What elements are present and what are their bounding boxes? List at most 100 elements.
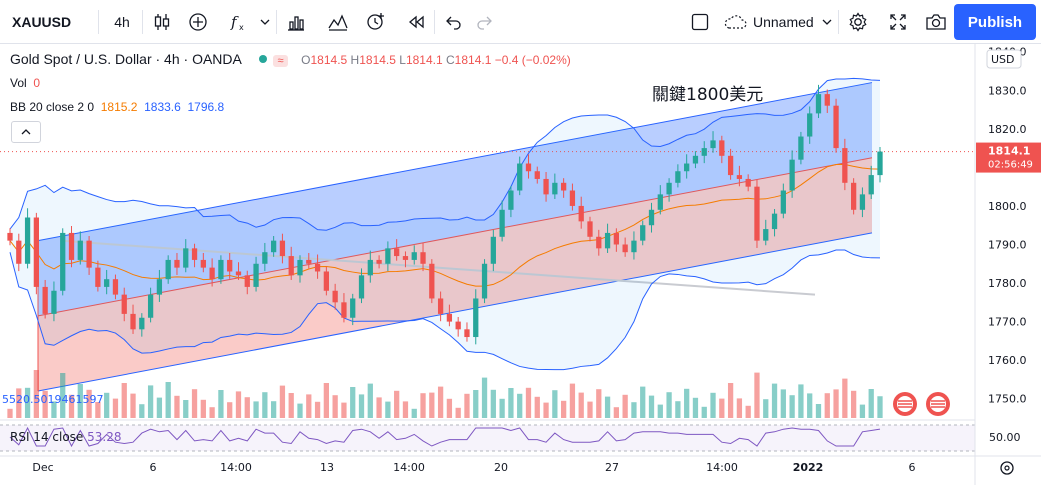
collapse-legend-button[interactable] <box>11 121 41 143</box>
candle[interactable] <box>24 208 31 269</box>
checkbox-icon[interactable] <box>686 8 714 36</box>
candle[interactable] <box>112 274 119 300</box>
candle[interactable] <box>209 258 215 287</box>
candle[interactable] <box>271 236 277 257</box>
candle[interactable] <box>332 283 338 310</box>
replay-icon[interactable] <box>402 8 430 36</box>
candle[interactable] <box>473 289 479 345</box>
candle[interactable] <box>437 291 444 322</box>
redo-icon[interactable] <box>470 8 498 36</box>
candle[interactable] <box>815 84 822 119</box>
axis-settings-gear-icon[interactable] <box>1000 461 1014 475</box>
candle[interactable] <box>534 166 540 184</box>
candle[interactable] <box>218 255 224 284</box>
bb-upper-line[interactable] <box>9 77 881 231</box>
candle[interactable] <box>631 231 637 260</box>
candle[interactable] <box>200 252 206 273</box>
candle[interactable] <box>42 279 48 319</box>
chevron-down-icon[interactable] <box>256 8 274 36</box>
candle[interactable] <box>868 165 874 199</box>
camera-icon[interactable] <box>922 8 950 36</box>
candle[interactable] <box>780 183 786 219</box>
candle[interactable] <box>543 172 549 202</box>
candle[interactable] <box>77 231 83 265</box>
candle[interactable] <box>499 200 505 242</box>
candle[interactable] <box>789 150 795 198</box>
candle[interactable] <box>394 239 400 261</box>
candle[interactable] <box>754 179 760 248</box>
candle[interactable] <box>613 228 619 252</box>
fullscreen-icon[interactable] <box>884 8 912 36</box>
candle[interactable] <box>719 135 725 164</box>
candle[interactable] <box>648 202 655 233</box>
candle[interactable] <box>314 254 321 279</box>
candle[interactable] <box>517 156 523 196</box>
chart-canvas[interactable]: 5520.5019461597 RSI 14 close 53.28 1840.… <box>0 44 1041 485</box>
bb-basis-line[interactable] <box>9 163 881 287</box>
candle[interactable] <box>710 131 716 153</box>
candle[interactable] <box>376 255 382 269</box>
symbol-search[interactable]: XAUUSD <box>12 14 72 30</box>
currency-selector[interactable]: USD <box>986 49 1022 69</box>
candle[interactable] <box>851 178 857 215</box>
chart-annotation[interactable]: 關鍵1800美元 <box>652 85 763 105</box>
candle[interactable] <box>859 187 866 218</box>
candle[interactable] <box>692 151 699 169</box>
candle[interactable] <box>833 98 839 153</box>
candle[interactable] <box>323 266 329 296</box>
candle[interactable] <box>455 316 461 337</box>
candle[interactable] <box>561 178 567 198</box>
economic-event-flag-icon[interactable] <box>893 392 917 416</box>
candle[interactable] <box>666 178 672 202</box>
undo-icon[interactable] <box>440 8 468 36</box>
candle[interactable] <box>350 293 356 326</box>
layout-name-button[interactable]: Unnamed <box>722 8 822 36</box>
bb-label[interactable]: BB 20 close 2 0 <box>10 100 95 114</box>
candle[interactable] <box>235 262 242 280</box>
candle[interactable] <box>341 293 347 323</box>
candle[interactable] <box>367 250 373 283</box>
candle[interactable] <box>622 237 628 257</box>
candle[interactable] <box>68 225 75 268</box>
candle[interactable] <box>104 269 110 295</box>
candle[interactable] <box>297 255 303 283</box>
candle[interactable] <box>727 148 734 180</box>
candle[interactable] <box>191 243 198 268</box>
candle[interactable] <box>86 236 92 275</box>
candle[interactable] <box>358 268 365 304</box>
gear-icon[interactable] <box>844 8 872 36</box>
candle[interactable] <box>420 242 426 272</box>
candle[interactable] <box>130 304 136 334</box>
candle[interactable] <box>262 242 268 272</box>
candle[interactable] <box>736 165 743 187</box>
candle[interactable] <box>33 212 39 295</box>
candle[interactable] <box>139 313 145 337</box>
add-indicator-icon[interactable] <box>184 8 212 36</box>
candle[interactable] <box>288 246 294 280</box>
candle[interactable] <box>227 252 233 279</box>
candle[interactable] <box>807 106 813 144</box>
candle[interactable] <box>798 131 804 165</box>
candle[interactable] <box>657 185 663 215</box>
candle[interactable] <box>675 164 681 188</box>
candle[interactable] <box>464 322 470 342</box>
bb-lower-line[interactable] <box>9 249 881 371</box>
candle[interactable] <box>771 209 778 237</box>
channel-mid-line[interactable] <box>37 157 873 317</box>
candle[interactable] <box>385 241 391 272</box>
candle[interactable] <box>51 281 57 322</box>
candle[interactable] <box>569 183 576 211</box>
candle[interactable] <box>183 239 189 273</box>
candle[interactable] <box>578 196 584 229</box>
bar-chart-icon[interactable] <box>282 8 310 36</box>
rsi-line[interactable] <box>9 426 881 448</box>
templates-icon[interactable] <box>324 8 352 36</box>
candle[interactable] <box>763 219 769 246</box>
candle[interactable] <box>165 255 171 284</box>
candle[interactable] <box>552 173 558 199</box>
candle[interactable] <box>640 220 646 246</box>
candle[interactable] <box>429 259 435 304</box>
candle[interactable] <box>253 256 259 292</box>
candles-icon[interactable] <box>148 8 176 36</box>
